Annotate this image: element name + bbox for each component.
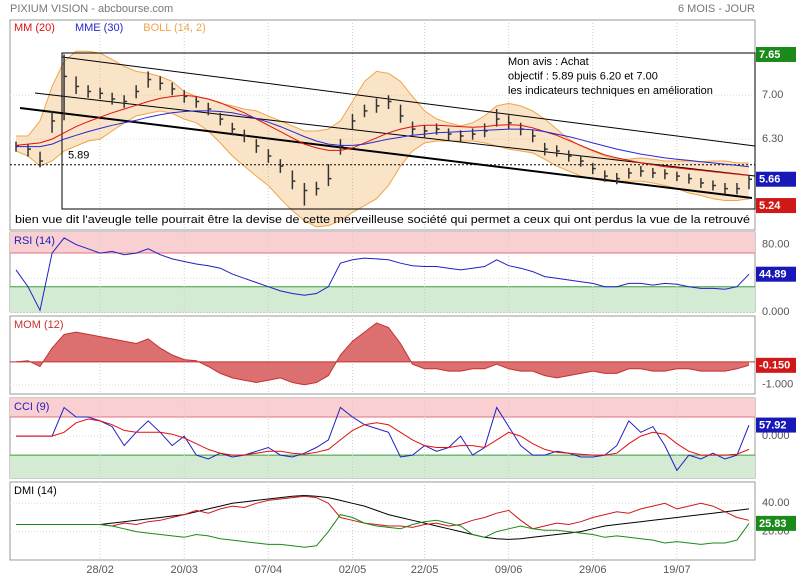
value-marker: [756, 515, 796, 531]
panel-title: MOM (12): [14, 319, 64, 331]
value-marker-label: 5.66: [759, 174, 780, 186]
value-marker-label: 7.65: [759, 49, 780, 61]
overbought-zone: [10, 232, 755, 254]
oversold-zone: [10, 286, 755, 312]
level-label: 5.89: [68, 150, 89, 162]
value-marker-label: 44.89: [759, 269, 787, 281]
overbought-zone: [10, 398, 755, 418]
annotation-note: Mon avis : Achat: [508, 56, 589, 68]
legend-entry: MME (30): [75, 22, 123, 34]
x-tick-label: 09/06: [495, 564, 523, 576]
x-tick-label: 19/07: [663, 564, 691, 576]
y-tick-label: -1.000: [762, 379, 793, 391]
x-tick-label: 28/02: [86, 564, 114, 576]
panel-title: DMI (14): [14, 485, 57, 497]
bollinger-upper: [16, 50, 749, 164]
value-marker: [756, 417, 796, 433]
value-marker: [756, 357, 796, 373]
annotation-box: [61, 52, 756, 210]
legend-entry: BOLL (14, 2): [143, 22, 206, 34]
value-marker-label: 25.83: [759, 518, 787, 530]
y-tick-label: 40.00: [762, 497, 790, 509]
panel-background: [9, 19, 756, 231]
exp-moving-average: [16, 110, 750, 168]
y-tick-label: 6.30: [762, 133, 783, 145]
trend-line: [19, 107, 753, 199]
indicator-line: [16, 514, 750, 548]
indicator-line: [16, 494, 750, 540]
moving-average: [15, 94, 750, 176]
value-marker: [756, 266, 796, 282]
source-title: PIXIUM VISION - abcbourse.com: [10, 3, 173, 15]
trend-line: [61, 56, 756, 147]
annotation-note: les indicateurs techniques en améliorati…: [508, 85, 713, 97]
indicator-line: [16, 418, 750, 456]
x-tick-label: 29/06: [579, 564, 607, 576]
indicator-line: [16, 495, 750, 530]
value-marker-label: -0.150: [759, 360, 790, 372]
x-tick-label: 02/05: [339, 564, 367, 576]
value-marker: [756, 46, 796, 62]
y-tick-label: 80.00: [762, 239, 790, 251]
y-tick-label: 0.000: [762, 430, 790, 442]
caption: bien vue dit l'aveugle telle pourrait êt…: [15, 214, 750, 226]
x-tick-label: 20/03: [170, 564, 198, 576]
x-tick-label: 07/04: [255, 564, 283, 576]
indicator-line: [16, 406, 750, 472]
x-tick-label: 22/05: [411, 564, 439, 576]
value-marker: [756, 171, 796, 187]
value-marker-label: 5.24: [759, 200, 781, 212]
period-label: 6 MOIS - JOUR: [678, 3, 755, 15]
indicator-line: [15, 322, 750, 386]
panel-title: RSI (14): [14, 235, 55, 247]
annotation-note: objectif : 5.89 puis 6.20 et 7.00: [508, 70, 658, 82]
indicator-area: [16, 322, 749, 385]
bollinger-fill: [16, 51, 749, 227]
value-marker: [756, 198, 796, 214]
panel-title: CCI (9): [14, 401, 49, 413]
oversold-zone: [10, 455, 755, 478]
legend-entry: MM (20): [14, 22, 55, 34]
value-marker-label: 57.92: [759, 419, 787, 431]
bollinger-lower: [15, 110, 750, 228]
y-tick-label: 0.000: [762, 306, 790, 318]
indicator-line: [15, 237, 750, 312]
y-tick-label: 7.00: [762, 89, 783, 101]
